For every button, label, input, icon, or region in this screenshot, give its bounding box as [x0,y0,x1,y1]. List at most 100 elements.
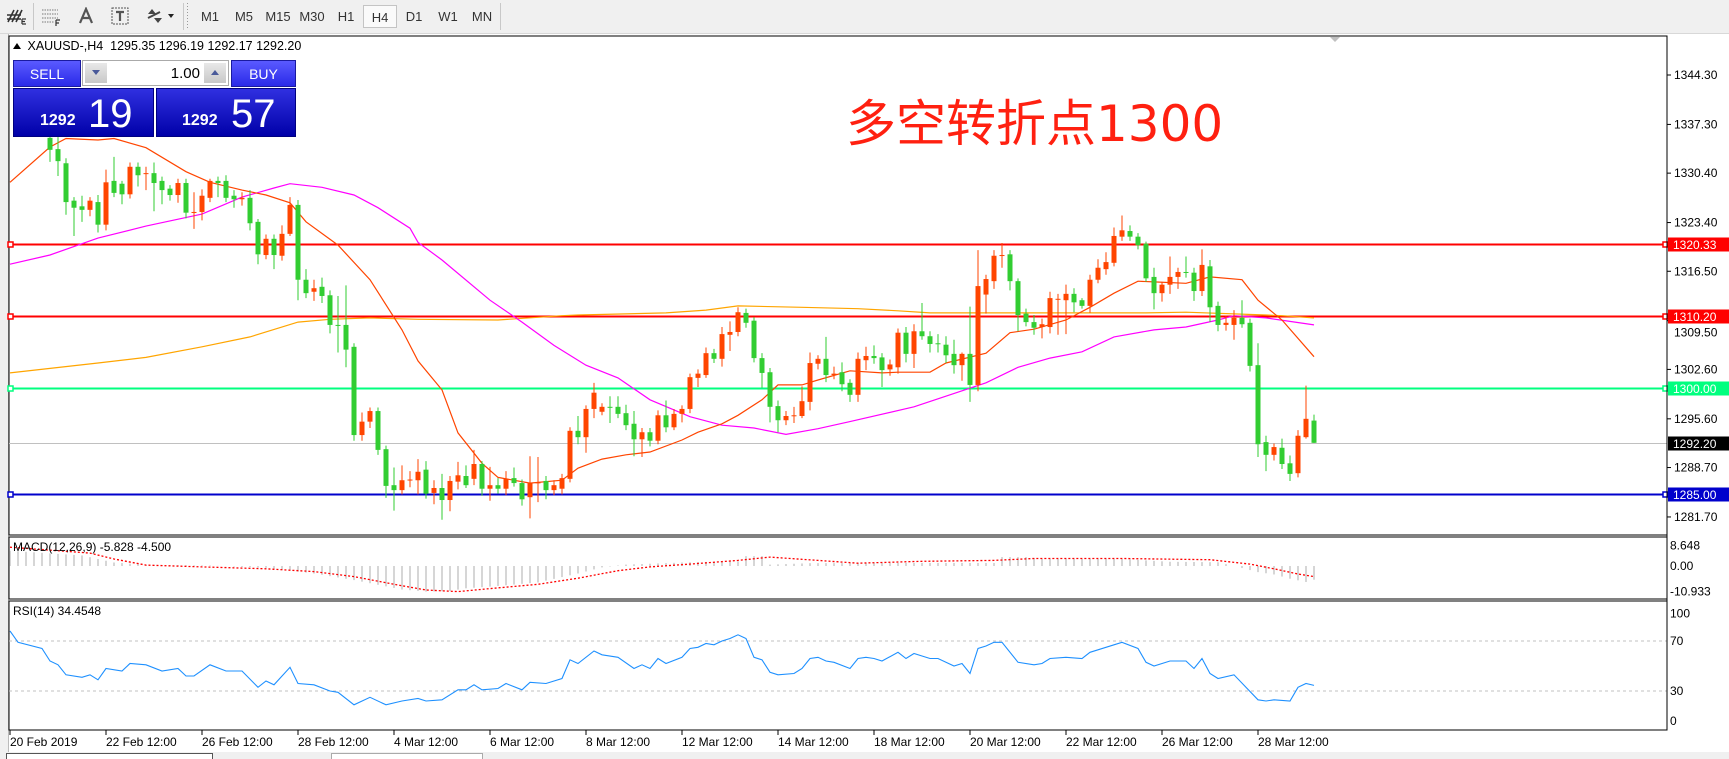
bullish-candle[interactable] [855,358,861,395]
bearish-candle[interactable] [303,279,309,294]
bearish-candle[interactable] [351,346,357,436]
bullish-candle[interactable] [655,415,661,441]
bullish-candle[interactable] [1199,264,1205,292]
bearish-candle[interactable] [615,406,621,414]
bearish-candle[interactable] [423,469,429,494]
bullish-candle[interactable] [359,421,365,436]
bearish-candle[interactable] [1239,317,1245,325]
bearish-candle[interactable] [1135,236,1141,246]
collapse-triangle-icon[interactable] [13,43,21,49]
bearish-candle[interactable] [775,406,781,421]
bearish-candle[interactable] [1071,293,1077,303]
bullish-candle[interactable] [1039,324,1045,328]
bearish-candle[interactable] [839,372,845,385]
bullish-candle[interactable] [1095,267,1101,280]
fibonacci-icon[interactable] [38,5,64,27]
bearish-candle[interactable] [1031,322,1037,328]
bullish-candle[interactable] [1055,298,1061,300]
buy-price-button[interactable]: 1292 57 [156,88,296,137]
chart-tab[interactable] [331,753,483,759]
bearish-candle[interactable] [847,382,853,395]
bullish-candle[interactable] [991,255,997,282]
bullish-candle[interactable] [1175,271,1181,277]
text-label-icon[interactable] [107,5,133,27]
timeframe-mn-button[interactable]: MN [471,9,493,24]
bullish-candle[interactable] [207,180,213,198]
bearish-candle[interactable] [1287,463,1293,474]
bullish-candle[interactable] [471,464,477,479]
bullish-candle[interactable] [127,166,133,195]
bullish-candle[interactable] [367,411,373,422]
bearish-candle[interactable] [767,372,773,407]
bearish-candle[interactable] [255,221,261,255]
bullish-candle[interactable] [287,204,293,234]
bullish-candle[interactable] [895,332,901,368]
bearish-candle[interactable] [511,478,517,484]
bearish-candle[interactable] [319,286,325,296]
bearish-candle[interactable] [1151,276,1157,294]
bullish-candle[interactable] [911,331,917,354]
bullish-candle[interactable] [1303,418,1309,438]
bearish-candle[interactable] [1311,420,1317,443]
bearish-candle[interactable] [543,480,549,491]
lot-decrease-arrow-icon[interactable] [85,63,107,83]
bearish-candle[interactable] [463,476,469,486]
bearish-candle[interactable] [1263,442,1269,455]
bearish-candle[interactable] [967,353,973,385]
bearish-candle[interactable] [79,206,85,210]
bearish-candle[interactable] [135,166,141,176]
bullish-candle[interactable] [727,331,733,335]
bullish-candle[interactable] [735,312,741,332]
bullish-candle[interactable] [1111,235,1117,263]
lot-increase-arrow-icon[interactable] [204,63,226,83]
bearish-candle[interactable] [879,357,885,371]
bearish-candle[interactable] [575,430,581,438]
bearish-candle[interactable] [1143,243,1149,279]
bullish-candle[interactable] [1295,435,1301,474]
bullish-candle[interactable] [695,373,701,378]
line-anchor-handle[interactable] [7,385,14,392]
bearish-candle[interactable] [1207,266,1213,308]
bullish-candle[interactable] [783,415,789,421]
buy-button[interactable]: BUY [231,60,296,87]
bullish-candle[interactable] [143,173,149,175]
bearish-candle[interactable] [711,353,717,359]
bullish-candle[interactable] [567,430,573,479]
bullish-candle[interactable] [1063,293,1069,301]
bearish-candle[interactable] [951,353,957,366]
chart-annotation[interactable]: 多空转折点1300 [846,95,1224,153]
bullish-candle[interactable] [703,353,709,376]
bullish-candle[interactable] [279,233,285,256]
bearish-candle[interactable] [935,343,941,345]
bullish-candle[interactable] [407,479,413,481]
bullish-candle[interactable] [527,483,533,498]
bullish-candle[interactable] [1103,262,1109,270]
bearish-candle[interactable] [167,188,173,196]
line-anchor-handle[interactable] [7,241,14,248]
bullish-candle[interactable] [175,183,181,196]
bearish-candle[interactable] [1015,281,1021,316]
timeframe-m30-button[interactable]: M30 [299,9,325,24]
bullish-candle[interactable] [263,238,269,256]
bearish-candle[interactable] [663,415,669,428]
bearish-candle[interactable] [1215,305,1221,325]
timeframe-w1-button[interactable]: W1 [438,9,458,24]
bearish-candle[interactable] [1007,254,1013,282]
bearish-candle[interactable] [439,488,445,501]
chart-shift-marker-icon[interactable] [1330,37,1340,42]
bearish-candle[interactable] [55,149,61,162]
bearish-candle[interactable] [223,180,229,198]
bearish-candle[interactable] [1279,447,1285,465]
bullish-candle[interactable] [87,200,93,210]
bearish-candle[interactable] [631,423,637,440]
bullish-candle[interactable] [503,478,509,489]
bearish-candle[interactable] [271,238,277,256]
arrows-icon[interactable] [143,5,179,27]
bullish-candle[interactable] [863,355,869,361]
bullish-candle[interactable] [311,288,317,292]
bullish-candle[interactable] [799,401,805,416]
bullish-candle[interactable] [1271,447,1277,455]
bearish-candle[interactable] [743,312,749,323]
bullish-candle[interactable] [791,415,797,417]
